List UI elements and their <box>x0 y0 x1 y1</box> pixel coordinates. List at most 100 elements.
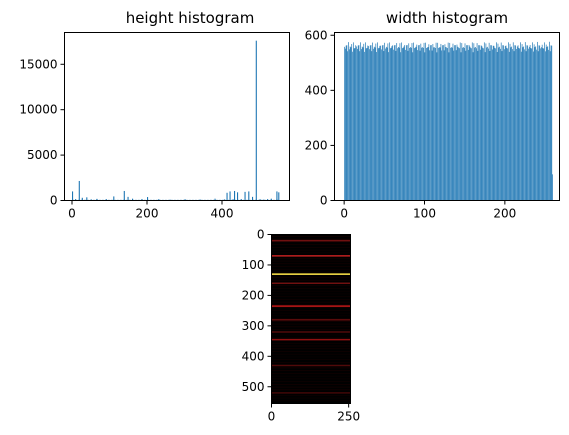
width-bar <box>384 42 386 201</box>
width-bar <box>465 50 467 201</box>
heatmap-bright-row <box>272 305 350 307</box>
width-bar <box>400 52 402 201</box>
width-bar <box>430 45 431 201</box>
width-bar <box>516 48 517 201</box>
width-bar <box>531 48 533 201</box>
width-bar <box>498 47 500 201</box>
width-bar <box>454 45 455 201</box>
width-bar <box>463 47 465 201</box>
width-bar <box>535 46 537 201</box>
height-ytick-label: 5000 <box>27 148 58 162</box>
height-bars <box>72 40 280 201</box>
width-bar <box>532 51 534 201</box>
width-bar <box>370 45 372 201</box>
width-bar <box>451 47 453 201</box>
height-bar <box>226 192 228 201</box>
height-ytick-label: 0 <box>50 194 58 208</box>
width-bar <box>351 44 353 201</box>
width-bar <box>536 49 537 201</box>
heatmap-faint-row <box>272 312 350 314</box>
width-bar <box>355 45 357 201</box>
width-ytick-label: 600 <box>305 28 328 42</box>
width-bar <box>509 43 511 201</box>
width-bar <box>548 49 549 201</box>
width-bar <box>471 48 472 201</box>
width-bar <box>391 46 393 201</box>
heatmap-faint-row <box>272 326 350 328</box>
heatmap-faint-row <box>272 378 350 380</box>
heatmap-faint-row <box>272 285 350 287</box>
width-bar <box>551 45 553 201</box>
heatmap-faint-row <box>272 244 350 245</box>
width-bar <box>483 42 485 201</box>
heatmap-rows <box>272 236 350 404</box>
heatmap-ticks: 0 100 200 300 400 500 0 250 <box>242 228 361 424</box>
height-bar <box>147 197 149 201</box>
width-bar <box>415 46 417 201</box>
width-bar <box>428 44 430 201</box>
width-bar <box>369 49 370 201</box>
width-bar <box>422 47 423 201</box>
width-xtick-label: 0 <box>340 207 348 221</box>
width-bar <box>393 45 395 201</box>
width-bar <box>443 50 445 201</box>
width-bar <box>543 48 545 201</box>
width-bar <box>361 49 362 201</box>
width-bar <box>347 51 349 201</box>
width-bar <box>494 47 496 201</box>
heatmap-faint-row <box>272 400 350 402</box>
height-xtick-label: 0 <box>68 207 76 221</box>
width-bar <box>432 43 434 201</box>
width-bar <box>460 52 462 201</box>
height-bar <box>234 190 236 201</box>
heatmap-faint-row <box>272 277 350 278</box>
width-bar <box>377 48 379 201</box>
height-bar <box>184 199 186 201</box>
height-bar <box>232 199 234 201</box>
width-bar <box>485 43 487 201</box>
width-bar <box>437 42 439 201</box>
width-bar <box>458 47 459 201</box>
width-bar <box>435 42 437 201</box>
width-bar <box>495 48 496 201</box>
height-bar <box>214 198 216 201</box>
width-bar <box>434 47 436 201</box>
width-bar <box>380 45 381 201</box>
height-ytick-label: 10000 <box>19 103 57 117</box>
width-bar <box>412 52 414 201</box>
width-bar <box>436 52 438 201</box>
width-bar <box>373 48 374 201</box>
width-bar <box>381 45 383 201</box>
width-bar <box>529 45 531 201</box>
width-bar <box>532 42 533 201</box>
height-bar <box>96 198 98 201</box>
width-bar <box>510 47 512 201</box>
heatmap-faint-row <box>272 293 350 295</box>
width-bar <box>542 48 544 201</box>
width-bar <box>362 47 364 201</box>
heatmap-faint-row <box>272 329 350 330</box>
width-bar <box>482 47 484 201</box>
width-bar <box>552 174 553 201</box>
width-bar <box>497 43 499 201</box>
width-bar <box>476 43 478 201</box>
width-bar <box>522 47 524 201</box>
width-bar <box>459 48 460 201</box>
width-bar <box>426 47 427 201</box>
width-bar <box>393 49 394 201</box>
height-bar <box>81 197 83 201</box>
width-bar <box>446 47 447 201</box>
width-bar <box>356 46 357 201</box>
width-bar <box>545 51 546 201</box>
width-bar <box>448 52 450 201</box>
width-bar <box>440 43 442 201</box>
heatmap-faint-row <box>272 257 350 259</box>
height-bar <box>240 199 242 201</box>
heatmap-faint-row <box>272 307 350 308</box>
height-bar <box>255 40 257 201</box>
height-bar <box>127 196 129 201</box>
heatmap-ytick-label: 500 <box>242 380 265 394</box>
width-bar <box>526 45 528 201</box>
width-bar <box>473 43 475 201</box>
height-axes-frame <box>64 32 290 201</box>
